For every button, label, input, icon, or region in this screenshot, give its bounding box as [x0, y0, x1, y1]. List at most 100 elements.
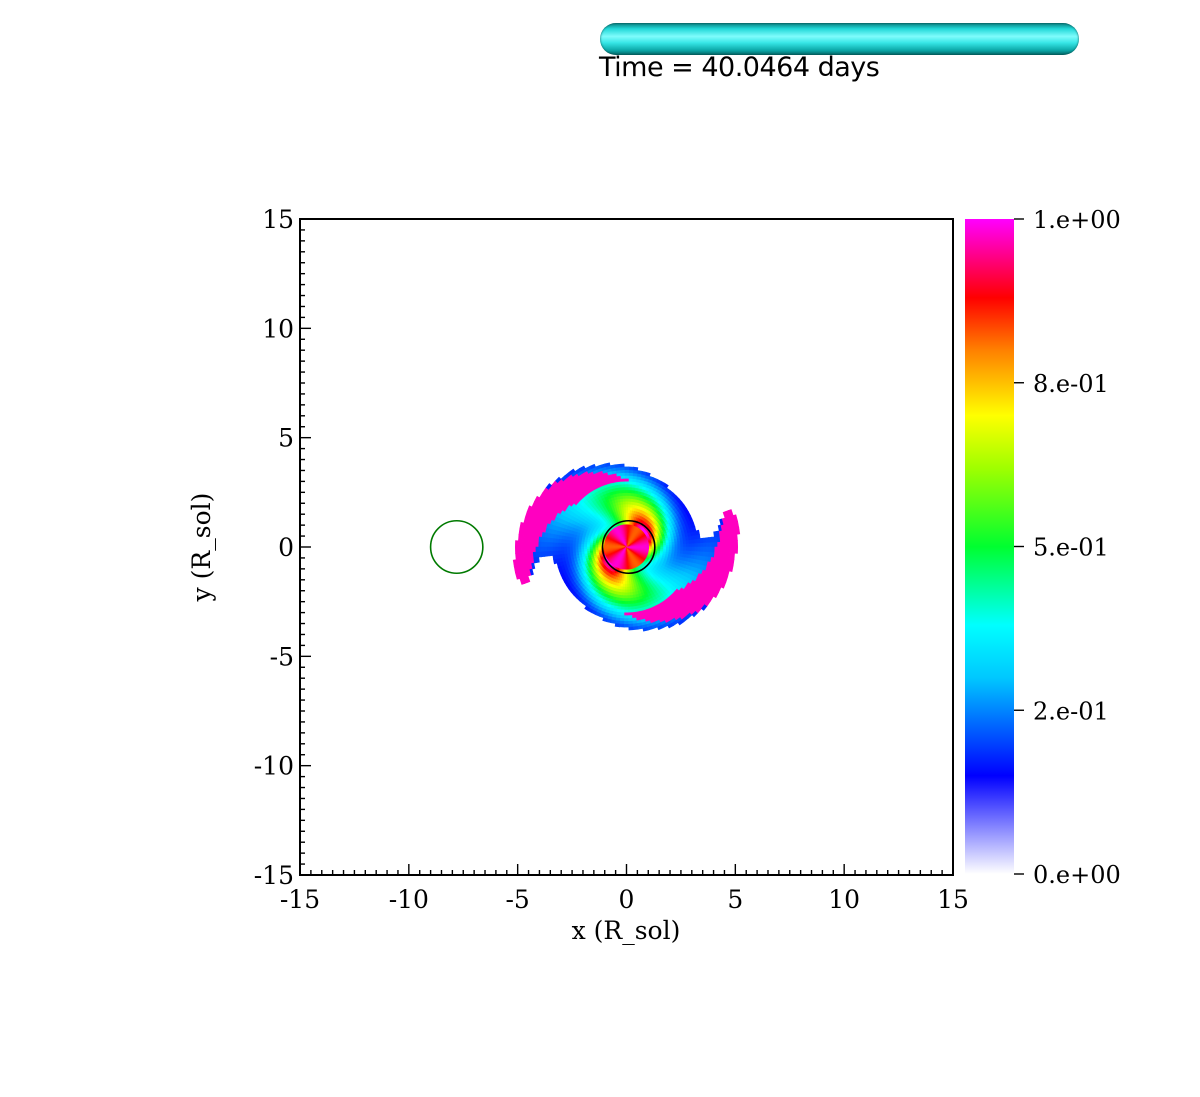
density-cell [561, 543, 564, 547]
density-cell [698, 547, 701, 551]
density-cell [675, 547, 678, 550]
density-cell [709, 542, 712, 547]
density-cell [736, 528, 740, 535]
colorbar-tick-label: 8.e-01 [1033, 370, 1109, 398]
density-cell [703, 547, 706, 552]
density-cell [625, 496, 628, 499]
density-cell [628, 490, 631, 493]
density-cell [661, 547, 664, 549]
colorbar [965, 219, 1014, 874]
x-tick-label: -10 [389, 885, 429, 914]
density-cell [637, 471, 642, 475]
density-cell [625, 613, 629, 616]
density-cell [692, 543, 695, 547]
companion-star-contour [431, 521, 483, 573]
density-cell [564, 543, 567, 547]
density-cell [625, 607, 629, 610]
density-cell [625, 604, 628, 607]
density-cell [554, 559, 558, 564]
density-cell [622, 596, 625, 599]
density-cell [625, 493, 628, 496]
density-cell [683, 544, 686, 547]
density-cell [628, 504, 631, 507]
density-cell [625, 590, 628, 593]
density-field [431, 463, 740, 631]
density-cell [625, 596, 628, 599]
density-cell [720, 547, 723, 553]
density-cell [638, 547, 641, 548]
density-cell [669, 544, 672, 547]
density-cell [689, 543, 692, 547]
density-cell [678, 547, 681, 550]
density-cell [589, 545, 592, 547]
density-cell [625, 599, 628, 602]
density-cell [686, 543, 689, 547]
density-cell [641, 547, 644, 548]
y-tick-label: 10 [262, 314, 294, 343]
density-cell [575, 544, 578, 547]
density-cell [530, 541, 533, 547]
density-cell [625, 507, 627, 510]
density-cell [535, 547, 538, 552]
density-cell [633, 467, 638, 470]
density-cell [625, 593, 628, 596]
density-cell [644, 547, 647, 548]
density-cell [518, 535, 521, 541]
density-cell [541, 547, 544, 552]
density-cell [578, 544, 581, 547]
density-cell [715, 547, 718, 552]
density-cell [619, 464, 624, 467]
density-cell [581, 544, 584, 547]
density-cell [709, 547, 712, 552]
density-cell [624, 470, 628, 473]
density-cell [664, 547, 667, 549]
density-cell [628, 496, 631, 499]
density-cell [681, 547, 684, 550]
density-cell [624, 473, 628, 476]
density-cell [730, 559, 734, 566]
time-progress-bar [600, 23, 1079, 55]
density-cell [535, 542, 538, 547]
y-tick-label: -10 [254, 752, 294, 781]
density-cell [515, 547, 518, 553]
density-cell [552, 547, 555, 551]
density-cell [570, 544, 573, 547]
density-cell [558, 543, 561, 547]
colorbar-tick-label: 0.e+00 [1033, 861, 1121, 889]
x-tick-label: 0 [619, 885, 635, 914]
density-cell [575, 547, 578, 550]
density-cell [735, 541, 738, 547]
density-cell [519, 528, 523, 535]
density-cell [646, 547, 649, 548]
density-cell [629, 467, 634, 470]
density-cell [625, 484, 629, 487]
time-label: Time = 40.0464 days [599, 52, 879, 83]
density-cell [658, 547, 661, 549]
density-cell [625, 475, 629, 478]
density-cell [561, 547, 564, 551]
density-cell [635, 547, 638, 548]
density-cell [672, 547, 675, 550]
density-cell [686, 547, 689, 551]
density-cell [552, 543, 555, 547]
colorbar-ticks: 1.e+008.e-015.e-012.e-010.e+00 [1014, 206, 1121, 889]
x-tick-label: 10 [828, 885, 860, 914]
density-cell [570, 547, 573, 550]
density-cell [623, 587, 626, 590]
y-tick-label: -5 [270, 642, 294, 671]
colorbar-tick-label: 1.e+00 [1033, 206, 1121, 234]
density-cell [530, 547, 533, 553]
y-tick-label: -15 [254, 861, 294, 890]
density-cell [624, 624, 629, 627]
density-cell [625, 584, 627, 587]
density-cell [615, 624, 620, 627]
density-cell [572, 544, 575, 547]
density-cell [715, 542, 718, 547]
density-cell [625, 498, 628, 501]
x-axis-label: x (R_sol) [572, 916, 681, 945]
density-cell [734, 534, 737, 541]
y-tick-label: 15 [262, 205, 294, 234]
density-cell [666, 547, 669, 550]
density-cell [625, 610, 629, 613]
